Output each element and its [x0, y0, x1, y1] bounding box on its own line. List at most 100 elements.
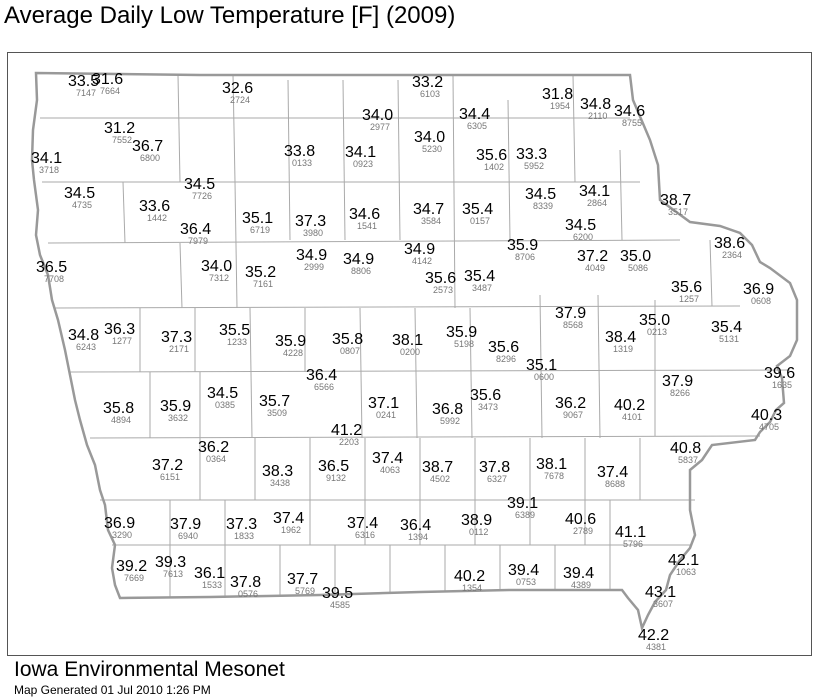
station-value: 37.9	[170, 516, 201, 533]
station-id: 6151	[160, 472, 180, 482]
station-value: 37.2	[577, 248, 608, 265]
station-id: 0157	[470, 216, 490, 226]
station-id: 6566	[314, 382, 334, 392]
station-id: 0133	[292, 158, 312, 168]
county-line	[507, 99, 511, 241]
station-id: 3607	[653, 599, 673, 609]
station-value: 36.2	[198, 439, 229, 456]
station-id: 4502	[430, 474, 450, 484]
station-value: 35.6	[671, 279, 702, 296]
station-value: 31.8	[542, 86, 573, 103]
station-value: 35.9	[507, 237, 538, 254]
station-value: 40.8	[670, 440, 701, 457]
station-id: 7664	[100, 86, 120, 96]
station-id: 7552	[112, 135, 132, 145]
county-line	[452, 74, 456, 309]
station-id: 5952	[524, 161, 544, 171]
station-id: 1533	[202, 580, 222, 590]
station-value: 34.6	[614, 103, 645, 120]
station-id: 1319	[613, 344, 633, 354]
station-id: 1541	[357, 221, 377, 231]
station-value: 31.6	[92, 71, 123, 88]
station-id: 1442	[147, 213, 167, 223]
station-id: 7613	[163, 569, 183, 579]
station-value: 42.1	[668, 552, 699, 569]
station-value: 34.5	[207, 385, 238, 402]
station-id: 5230	[422, 144, 442, 154]
station-value: 42.2	[638, 627, 669, 644]
station-value: 37.4	[347, 515, 378, 532]
station-value: 40.2	[454, 568, 485, 585]
county-line	[179, 242, 183, 309]
station-value: 41.2	[331, 422, 362, 439]
station-value: 38.1	[536, 456, 567, 473]
station-value: 37.4	[597, 464, 628, 481]
station-value: 38.4	[605, 329, 636, 346]
station-value: 40.2	[614, 397, 645, 414]
station-value: 36.4	[306, 367, 337, 384]
station-value: 36.5	[36, 259, 67, 276]
station-id: 3509	[267, 408, 287, 418]
station-id: 5992	[440, 416, 460, 426]
station-value: 36.5	[318, 458, 349, 475]
station-id: 5769	[295, 586, 315, 596]
county-line	[619, 149, 623, 241]
station-id: 9132	[326, 473, 346, 483]
county-line	[539, 294, 543, 439]
station-id: 0807	[340, 346, 360, 356]
station-value: 33.3	[516, 146, 547, 163]
county-line	[414, 307, 418, 439]
station-id: 4228	[283, 348, 303, 358]
county-line	[89, 435, 761, 439]
station-id: 0213	[647, 327, 667, 337]
station-id: 2977	[370, 122, 390, 132]
station-value: 34.5	[525, 186, 556, 203]
station-value: 40.6	[565, 511, 596, 528]
station-value: 34.0	[201, 258, 232, 275]
station-id: 3473	[478, 402, 498, 412]
station-value: 37.2	[152, 457, 183, 474]
station-value: 37.4	[372, 450, 403, 467]
county-boundaries	[40, 74, 791, 598]
county-line	[597, 294, 601, 439]
station-value: 37.4	[273, 510, 304, 527]
station-id: 1257	[679, 294, 699, 304]
station-id: 2171	[169, 344, 189, 354]
station-value: 35.0	[639, 312, 670, 329]
station-value: 35.9	[160, 398, 191, 415]
station-id: 1394	[408, 532, 428, 542]
station-id: 7678	[544, 471, 564, 481]
station-id: 4063	[380, 465, 400, 475]
station-value: 39.6	[764, 365, 795, 382]
